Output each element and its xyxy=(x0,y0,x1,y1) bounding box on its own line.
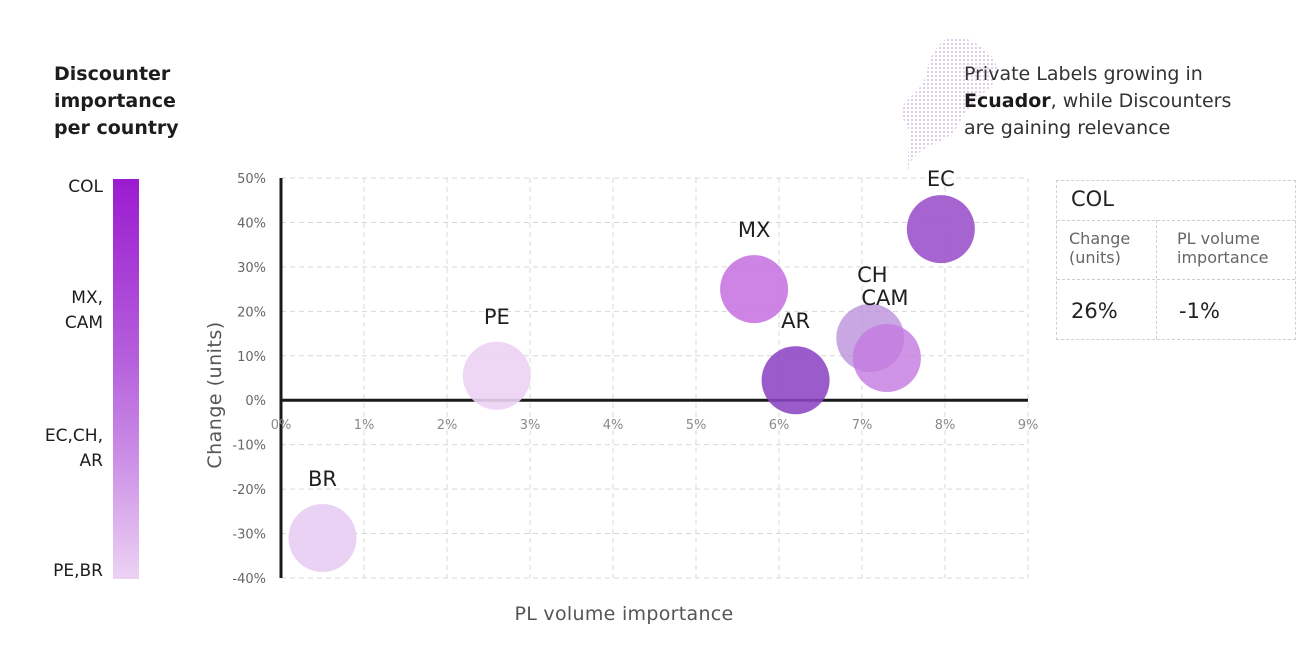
data-points xyxy=(288,195,975,572)
y-tick-label: 0% xyxy=(245,394,266,409)
x-tick-label: 5% xyxy=(686,418,707,433)
info-header-change: Change (units) xyxy=(1069,229,1130,267)
data-label-ec: EC xyxy=(927,167,955,191)
y-tick-label: 10% xyxy=(237,350,266,365)
tick-labels: 50% 40% 30% 20% 10% 0% -10% -20% -30% -40% 0% 1% 2% 3… xyxy=(232,172,1038,587)
y-tick-label: 30% xyxy=(237,261,266,276)
legend-level-line: AR xyxy=(79,451,103,471)
x-tick-label: 7% xyxy=(852,418,873,433)
info-title: COL xyxy=(1071,187,1114,211)
data-label-pe: PE xyxy=(484,305,510,329)
data-label-br: BR xyxy=(308,467,337,491)
x-tick-label: 6% xyxy=(769,418,790,433)
data-label-mx: MX xyxy=(738,218,771,242)
y-tick-label: 20% xyxy=(237,305,266,320)
legend-level-mx-cam: MX, CAM xyxy=(65,286,103,336)
y-tick-label: -20% xyxy=(232,483,266,498)
legend-level-col: COL xyxy=(68,175,103,200)
divider xyxy=(1057,220,1295,221)
legend-gradient-bar xyxy=(113,179,139,579)
legend-title-line: per country xyxy=(54,117,179,139)
annotation-bold: Ecuador xyxy=(964,90,1051,112)
legend-title-line: importance xyxy=(54,90,176,112)
legend-level-line: CAM xyxy=(64,313,103,333)
annotation-text: Private Labels growing in Ecuador, while… xyxy=(964,61,1284,142)
data-point-cam[interactable] xyxy=(852,324,921,392)
annotation-line: Ecuador, while Discounters xyxy=(964,88,1284,115)
data-point-ec[interactable] xyxy=(906,195,975,264)
annotation-line-rest: , while Discounters xyxy=(1050,90,1232,112)
info-header-line: (units) xyxy=(1069,248,1121,267)
x-tick-label: 9% xyxy=(1018,418,1039,433)
info-table: COL Change (units) PL volume importance … xyxy=(1056,180,1296,340)
annotation-line: Private Labels growing in xyxy=(964,63,1203,85)
legend-title-line: Discounter xyxy=(54,63,171,85)
info-header-line: importance xyxy=(1177,248,1269,267)
y-tick-label: 40% xyxy=(237,216,266,231)
x-tick-label: 8% xyxy=(935,418,956,433)
x-tick-label: 0% xyxy=(271,418,292,433)
y-axis-title: Change (units) xyxy=(204,321,226,468)
legend-title: Discounter importance per country xyxy=(54,61,204,142)
data-point-br[interactable] xyxy=(288,504,357,572)
legend-level-line: COL xyxy=(68,177,103,197)
y-tick-label: -30% xyxy=(232,528,266,543)
legend-level-line: PE,BR xyxy=(53,561,103,581)
data-label-ch: CH xyxy=(857,263,887,287)
x-tick-label: 2% xyxy=(437,418,458,433)
data-label-ar: AR xyxy=(781,309,810,333)
x-axis-title: PL volume importance xyxy=(514,603,734,625)
legend-level-line: MX, xyxy=(71,288,103,308)
x-tick-label: 1% xyxy=(354,418,375,433)
info-header-pl-volume: PL volume importance xyxy=(1177,229,1268,267)
axes xyxy=(279,178,1028,578)
data-point-mx[interactable] xyxy=(720,255,789,324)
data-point-ar[interactable] xyxy=(761,346,830,415)
info-header-line: PL volume xyxy=(1177,229,1260,248)
annotation-line: are gaining relevance xyxy=(964,117,1171,139)
data-label-cam: CAM xyxy=(861,286,908,310)
legend-level-pe-br: PE,BR xyxy=(53,559,103,584)
y-tick-label: 50% xyxy=(237,172,266,187)
data-point-pe[interactable] xyxy=(462,341,531,410)
legend-level-ec-ch-ar: EC,CH, AR xyxy=(45,424,103,474)
info-value-pl-volume: -1% xyxy=(1179,299,1220,323)
divider xyxy=(1057,279,1295,280)
x-tick-label: 4% xyxy=(603,418,624,433)
info-value-change: 26% xyxy=(1071,299,1118,323)
y-tick-label: -40% xyxy=(232,572,266,587)
divider xyxy=(1156,220,1157,339)
y-tick-label: -10% xyxy=(232,439,266,454)
x-tick-label: 3% xyxy=(520,418,541,433)
info-header-line: Change xyxy=(1069,229,1131,248)
ecuador-map-icon xyxy=(901,37,998,170)
legend-level-line: EC,CH, xyxy=(44,426,103,446)
